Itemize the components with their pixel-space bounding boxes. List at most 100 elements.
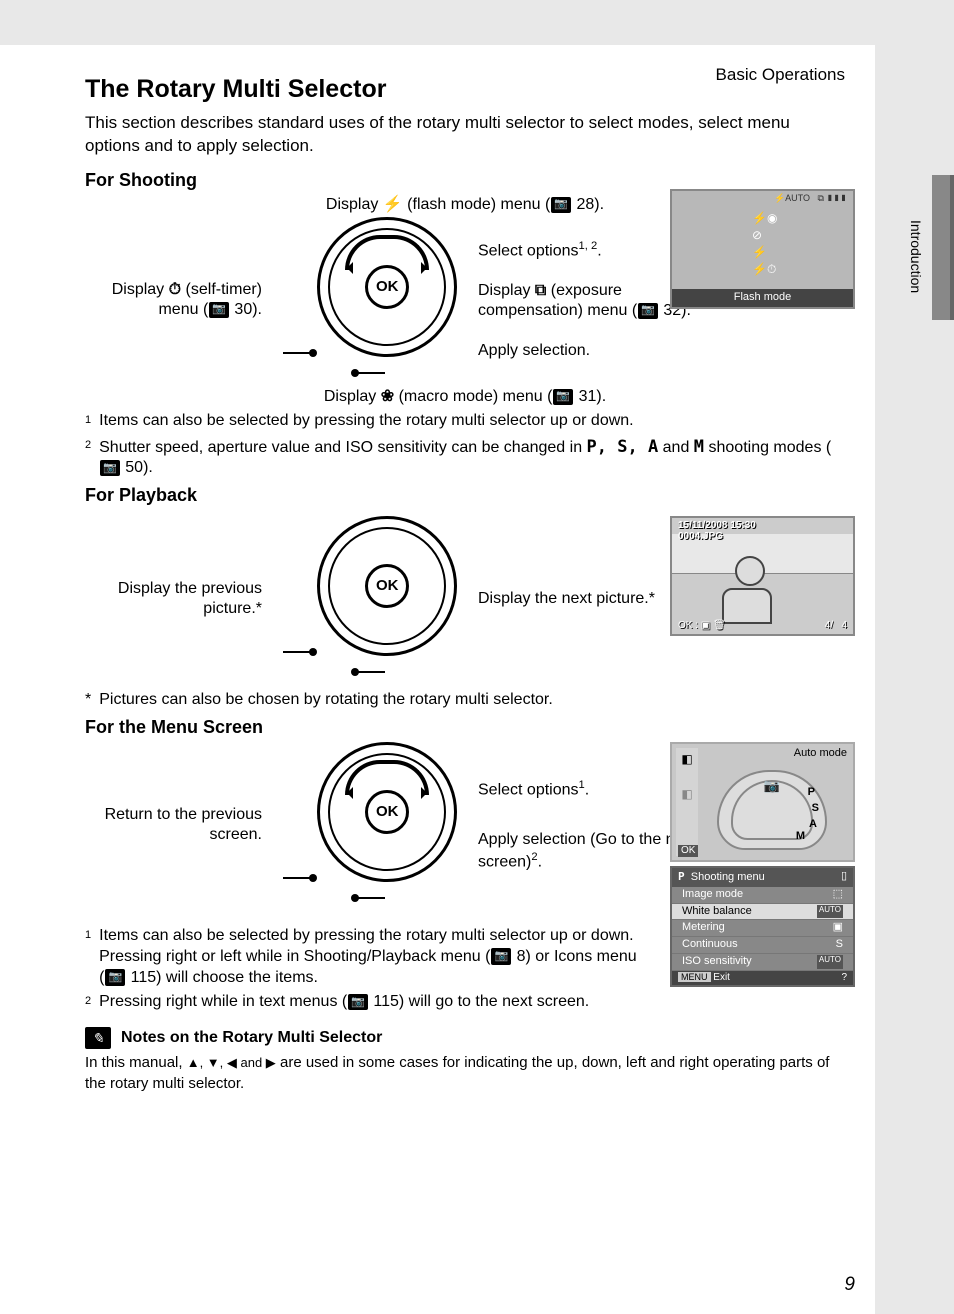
text: ). <box>596 388 606 405</box>
shooting-left-label: Display ⏱ (self-timer) menu (📷 30). <box>85 280 270 320</box>
badge: AUTO <box>817 905 843 919</box>
mode-letter: M <box>694 436 704 458</box>
timer-icon: ⏱ <box>169 281 181 298</box>
label: Continuous <box>682 938 738 952</box>
playback-footnote: * Pictures can also be chosen by rotating… <box>85 690 845 711</box>
mode-title: Auto mode <box>794 747 847 761</box>
ref-num: 115 <box>373 993 399 1010</box>
text: Display <box>478 282 535 299</box>
shooting-footnote-2: 2 Shutter speed, aperture value and ISO … <box>85 436 845 480</box>
menu-screens: ◧ ◧ Auto mode 📷 P S A M OK P Shooting me… <box>670 742 855 987</box>
apply-label: Apply selection. <box>478 341 700 361</box>
text: and <box>658 439 694 456</box>
menu-footer: MENU Exit? <box>672 971 853 986</box>
text: Select options <box>478 242 579 259</box>
badge: AUTO <box>817 955 843 969</box>
playback-left-label: Display the previous picture.* <box>85 579 270 619</box>
connector <box>283 651 313 653</box>
pb-total: 4 <box>841 620 847 631</box>
sup: 1, 2 <box>579 240 598 252</box>
flash-option: ⚡ <box>752 244 853 261</box>
intro-text: This section describes standard uses of … <box>85 112 845 158</box>
notes-title: Notes on the Rotary Multi Selector <box>121 1029 382 1047</box>
text: In this manual, <box>85 1054 187 1071</box>
ref-num: 115 <box>131 969 157 986</box>
flash-icon: ⚡ <box>383 196 403 213</box>
pb-meta: 15/11/2008 15:30 0004.JPG <box>678 520 756 542</box>
menu-item: ISO sensitivityAUTO <box>672 954 853 971</box>
mode-dial-screen: ◧ ◧ Auto mode 📷 P S A M OK <box>670 742 855 862</box>
shooting-right-col: Select options1, 2. Display ⧉ (exposure … <box>470 239 700 361</box>
text: ). <box>143 459 153 476</box>
menu-select-label: Select options1. <box>478 778 700 800</box>
ref-num: 8 <box>517 948 526 965</box>
pencil-icon: ✎ <box>85 1027 111 1049</box>
text: Pictures can also be chosen by rotating … <box>99 690 845 711</box>
menu-item: Image mode⬚ <box>672 887 853 904</box>
exit-label: Exit <box>713 972 730 983</box>
label: Image mode <box>682 888 743 902</box>
playback-head: For Playback <box>85 485 845 506</box>
mode-letters: P, S, A <box>587 436 659 458</box>
ref-icon: 📷 <box>638 303 658 319</box>
playback-right-label: Display the next picture.* <box>470 589 700 609</box>
pb-file: 0004.JPG <box>678 531 756 542</box>
playback-diagram: Display the previous picture.* OK Displa… <box>85 516 845 686</box>
shooting-footnote-1: 1Items can also be selected by pressing … <box>85 411 845 432</box>
connector <box>355 671 385 673</box>
ref-icon: 📷 <box>348 994 368 1010</box>
flash-options-list: ⚡◉ ⊘ ⚡ ⚡⏱ <box>672 206 853 279</box>
screen-statusbar: ⚡AUTO ⧉ ▮▮▮ <box>672 191 853 206</box>
notes-body: In this manual, ▲, ▼, ◀ and ▶ are used i… <box>85 1053 845 1094</box>
playback-screen: 15/11/2008 15:30 0004.JPG OK : ▣ 🗑 4/ 4 <box>670 516 855 636</box>
text: Pressing right while in text menus (📷 11… <box>99 992 639 1013</box>
menu-left-label: Return to the previous screen. <box>85 805 270 845</box>
pb-count: 4/ <box>825 620 833 631</box>
shooting-menu-screen: P Shooting menu▯ Image mode⬚ White balan… <box>670 866 855 987</box>
text: Display <box>112 281 169 298</box>
ref-num: 30 <box>234 301 252 318</box>
page-content: Basic Operations The Rotary Multi Select… <box>0 45 875 1314</box>
menu-item: ContinuousS <box>672 937 853 954</box>
pb-bottom-bar: OK : ▣ 🗑 4/ 4 <box>678 620 847 633</box>
text: (macro mode) menu ( <box>394 388 552 405</box>
text: Display <box>326 196 383 213</box>
text: . <box>597 242 601 259</box>
menu-item: Metering ▣ <box>672 920 853 937</box>
ok-button: OK <box>365 265 409 309</box>
ref-icon: 📷 <box>491 948 511 964</box>
rotary-dial: OK <box>317 217 457 357</box>
flash-mode-bar: Flash mode <box>672 289 853 307</box>
arrow-glyphs: ▲, ▼, ◀ and ▶ <box>187 1055 276 1070</box>
mode-a: A <box>809 818 817 832</box>
text: ). <box>594 196 604 213</box>
shooting-bottom-caption: Display ❀ (macro mode) menu (📷 31). <box>85 387 845 407</box>
flash-mode-screen: ⚡AUTO ⧉ ▮▮▮ ⚡◉ ⊘ ⚡ ⚡⏱ Flash mode <box>670 189 855 309</box>
mode-dial-graphic: 📷 P S A M <box>717 770 827 850</box>
label: Metering <box>682 921 725 935</box>
mode-m: M <box>796 830 805 844</box>
menu-footnote-2: 2 Pressing right while in text menus (📷 … <box>85 992 845 1013</box>
text: Shutter speed, aperture value and ISO se… <box>99 436 845 480</box>
ref-icon: 📷 <box>551 197 571 213</box>
connector <box>355 372 385 374</box>
notes-heading: ✎ Notes on the Rotary Multi Selector <box>85 1027 845 1049</box>
asterisk: * <box>85 690 91 711</box>
macro-icon: ❀ <box>381 388 394 405</box>
shooting-diagram: Display ⚡ (flash mode) menu (📷 28). Disp… <box>85 195 845 407</box>
text: ) will go to the next screen. <box>399 993 589 1010</box>
text: shooting modes ( <box>704 439 831 456</box>
badge: ▣ <box>833 921 843 935</box>
pb-date: 15/11/2008 15:30 <box>678 520 756 531</box>
ref-num: 50 <box>125 459 143 476</box>
ref-num: 31 <box>579 388 597 405</box>
text: ) will choose the items. <box>156 969 318 986</box>
menu-diagram: Return to the previous screen. OK Select… <box>85 742 845 922</box>
text: Items can also be selected by pressing t… <box>99 411 845 432</box>
rotary-dial: OK <box>317 742 457 882</box>
mode-p: P <box>808 786 815 800</box>
ref-num: 28 <box>577 196 595 213</box>
text: Shutter speed, aperture value and ISO se… <box>99 439 586 456</box>
menu-item-selected: White balanceAUTO <box>672 904 853 921</box>
connector <box>283 877 313 879</box>
